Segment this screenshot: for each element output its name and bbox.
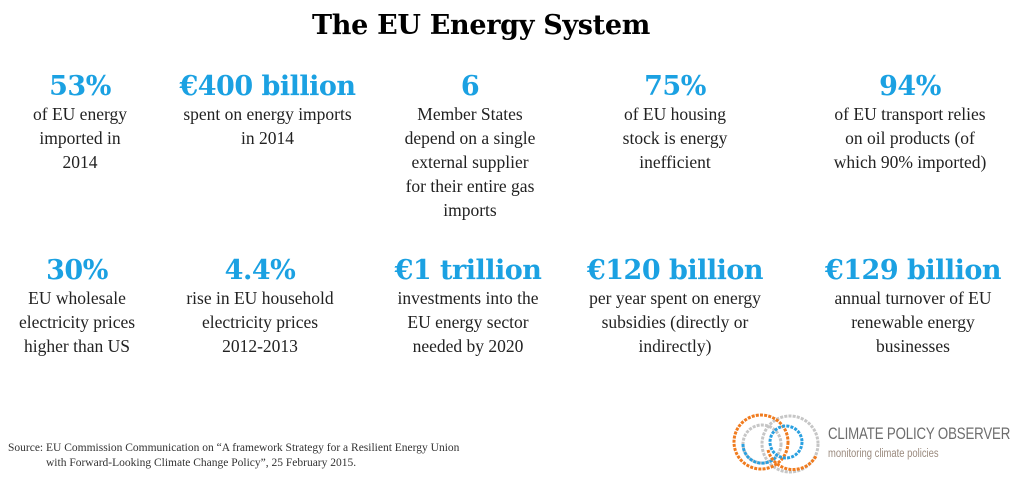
desc-line: which 90% imported) — [833, 152, 987, 172]
stat-wholesale-prices: 30% EU wholesale electricity prices high… — [2, 256, 152, 358]
desc-line: renewable energy — [851, 312, 975, 332]
stat-investment-needed: €1 trillion investments into the EU ener… — [378, 256, 558, 358]
desc-line: spent on energy imports — [183, 104, 352, 124]
desc-line: of EU transport relies — [834, 104, 986, 124]
source-line-2: with Forward-Looking Climate Change Poli… — [46, 457, 357, 469]
desc-line: investments into the — [397, 288, 539, 308]
stat-description: of EU transport relies on oil products (… — [810, 102, 1010, 174]
desc-line: EU wholesale — [28, 288, 126, 308]
stat-single-supplier: 6 Member States depend on a single exter… — [380, 72, 560, 222]
stat-description: EU wholesale electricity prices higher t… — [2, 286, 152, 358]
desc-line: depend on a single — [404, 128, 536, 148]
climate-policy-observer-logo: CLIMATE POLICY OBSERVER monitoring clima… — [728, 412, 1020, 478]
desc-line: of EU housing — [623, 104, 727, 124]
desc-line: per year spent on energy — [589, 288, 761, 308]
desc-line: inefficient — [639, 152, 711, 172]
source-citation: Source: EU Commission Communication on “… — [8, 441, 459, 471]
stat-value: €1 trillion — [394, 255, 542, 286]
desc-line: businesses — [876, 336, 950, 356]
stat-value: €129 billion — [824, 255, 1002, 286]
desc-line: electricity prices — [201, 312, 319, 332]
stat-description: rise in EU household electricity prices … — [170, 286, 350, 358]
desc-line: higher than US — [24, 336, 130, 356]
desc-line: 2012-2013 — [222, 336, 298, 356]
desc-line: stock is energy — [622, 128, 728, 148]
page-title: The EU Energy System — [311, 10, 650, 41]
logo-tagline: monitoring climate policies — [828, 448, 939, 460]
interlocking-circles-icon — [732, 413, 820, 474]
stat-description: spent on energy imports in 2014 — [160, 102, 375, 150]
desc-line: indirectly) — [638, 336, 712, 356]
desc-line: on oil products (of — [845, 128, 975, 148]
stat-value: 4.4% — [224, 255, 296, 286]
desc-line: of EU energy — [33, 104, 127, 124]
stat-description: of EU housing stock is energy inefficien… — [590, 102, 760, 174]
stat-import-spending: €400 billion spent on energy imports in … — [160, 72, 375, 150]
stat-value: 30% — [46, 255, 108, 286]
desc-line: Member States — [417, 104, 523, 124]
stat-description: annual turnover of EU renewable energy b… — [808, 286, 1018, 358]
stat-transport-oil: 94% of EU transport relies on oil produc… — [810, 72, 1010, 174]
desc-line: rise in EU household — [186, 288, 334, 308]
stat-energy-subsidies: €120 billion per year spent on energy su… — [570, 256, 780, 358]
desc-line: in 2014 — [241, 128, 294, 148]
stat-household-price-rise: 4.4% rise in EU household electricity pr… — [170, 256, 350, 358]
stat-description: of EU energy imported in 2014 — [10, 102, 150, 174]
stat-renewable-turnover: €129 billion annual turnover of EU renew… — [808, 256, 1018, 358]
desc-line: external supplier — [411, 152, 529, 172]
stat-energy-imported: 53% of EU energy imported in 2014 — [10, 72, 150, 174]
stat-value: 53% — [49, 71, 111, 102]
desc-line: imported in — [39, 128, 121, 148]
desc-line: imports — [443, 200, 497, 220]
stat-value: €400 billion — [179, 71, 356, 102]
desc-line: EU energy sector — [407, 312, 529, 332]
stat-value: 94% — [879, 71, 941, 102]
desc-line: annual turnover of EU — [834, 288, 992, 308]
desc-line: electricity prices — [18, 312, 136, 332]
desc-line: 2014 — [62, 152, 98, 172]
stat-value: €120 billion — [586, 255, 764, 286]
stat-description: Member States depend on a single externa… — [380, 102, 560, 222]
stat-description: investments into the EU energy sector ne… — [378, 286, 558, 358]
desc-line: subsidies (directly or — [601, 312, 749, 332]
stat-housing-inefficient: 75% of EU housing stock is energy ineffi… — [590, 72, 760, 174]
stat-value: 75% — [644, 71, 706, 102]
source-line-1: Source: EU Commission Communication on “… — [8, 442, 460, 454]
logo-name: CLIMATE POLICY OBSERVER — [828, 424, 1011, 443]
desc-line: needed by 2020 — [412, 336, 524, 356]
desc-line: for their entire gas — [405, 176, 535, 196]
stat-description: per year spent on energy subsidies (dire… — [570, 286, 780, 358]
stat-value: 6 — [460, 71, 480, 102]
